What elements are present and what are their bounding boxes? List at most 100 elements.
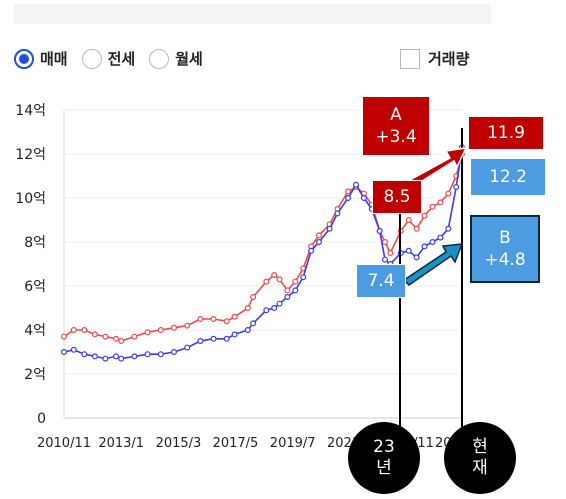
data-point-red [118, 338, 125, 345]
data-point-blue [345, 195, 352, 202]
radio-jeonse-indicator[interactable] [81, 48, 102, 69]
data-point-blue [326, 225, 333, 232]
data-point-blue [421, 243, 428, 250]
data-point-blue [210, 335, 217, 342]
radio-monthly-rent-indicator[interactable] [149, 48, 170, 69]
volume-label: 거래량 [428, 50, 470, 68]
x-axis-labels: 2010/112013/12015/32017/52019/72021/9202… [37, 436, 489, 451]
data-point-red [60, 333, 67, 340]
data-point-blue [112, 353, 119, 360]
volume-checkbox[interactable] [400, 48, 420, 69]
data-point-blue [118, 355, 125, 362]
y-tick-label: 12억 [15, 147, 46, 163]
data-point-blue [81, 351, 88, 358]
radio-jeonse[interactable]: 전세 [81, 48, 136, 69]
data-point-blue [353, 181, 360, 188]
annotation-b-box: B +4.8 [470, 215, 540, 283]
x-tick-label: 2017/5 [213, 436, 259, 451]
x-tick-label: 2013/1 [98, 436, 144, 451]
data-point-red [382, 239, 389, 246]
data-point-red [413, 225, 420, 232]
y-tick-label: 4억 [24, 323, 46, 339]
annotation-a-value: +3.4 [375, 127, 417, 147]
data-point-red [292, 278, 299, 285]
annotation-red-2023: 8.5 [372, 180, 422, 214]
annotation-a-label: A [390, 104, 402, 125]
data-point-red [144, 329, 151, 336]
x-tick-label: 2015/3 [156, 436, 202, 451]
data-point-blue [70, 346, 77, 353]
data-point-blue [284, 294, 291, 301]
chart-series [60, 144, 466, 362]
data-point-red [284, 287, 291, 294]
radio-jeonse-label: 전세 [107, 50, 136, 68]
y-axis-labels: 0 2억 4억 6억 8억 10억 12억 14억 [15, 103, 46, 427]
annotation-a-box: A +3.4 [362, 96, 430, 156]
data-point-blue [250, 320, 257, 327]
data-point-red [231, 313, 238, 320]
data-point-red [131, 333, 138, 340]
data-point-blue [184, 344, 191, 351]
x-tick-label: 2019/7 [270, 436, 316, 451]
y-tick-label: 8억 [24, 235, 46, 251]
data-point-blue [263, 307, 270, 314]
radio-sale[interactable]: 매매 [14, 48, 68, 69]
data-point-blue [197, 338, 204, 345]
data-point-red [316, 232, 323, 239]
data-point-blue [334, 210, 341, 217]
data-point-red [171, 324, 178, 331]
trade-type-radio-group: 매매 전세 월세 [14, 48, 217, 69]
data-point-blue [144, 351, 151, 358]
arrow-blue-icon [402, 243, 464, 286]
data-point-red [445, 190, 452, 197]
data-point-red [276, 276, 283, 283]
data-point-red [345, 188, 352, 195]
red-now-value: 11.9 [487, 122, 525, 143]
data-point-red [250, 294, 257, 301]
x-tick-label: 2010/11 [37, 436, 91, 451]
data-point-red [405, 217, 412, 224]
data-point-blue [276, 300, 283, 307]
data-point-blue [223, 335, 230, 342]
data-point-blue [445, 225, 452, 232]
data-point-red [70, 327, 77, 334]
marker-2023-text: 23 년 [373, 436, 395, 478]
data-point-blue [60, 349, 67, 356]
data-point-blue [316, 239, 323, 246]
data-point-red [81, 327, 88, 334]
data-point-blue [171, 349, 178, 356]
data-point-blue [405, 247, 412, 254]
data-point-blue [308, 247, 315, 254]
marker-now-text: 현 재 [472, 436, 488, 478]
y-tick-label: 14억 [15, 103, 46, 119]
data-point-blue [413, 254, 420, 261]
data-point-blue [376, 228, 383, 235]
radio-sale-indicator[interactable] [14, 48, 34, 69]
data-point-red [271, 272, 278, 279]
data-point-blue [131, 353, 138, 360]
data-point-red [157, 327, 164, 334]
data-point-red [210, 316, 217, 323]
data-point-red [244, 305, 251, 312]
annotation-b-value: +4.8 [484, 250, 526, 270]
data-point-blue [429, 239, 436, 246]
data-point-blue [157, 351, 164, 358]
annotation-red-now: 11.9 [468, 116, 544, 150]
data-point-red [112, 335, 119, 342]
annotation-blue-now: 12.2 [470, 158, 546, 196]
top-search-bar [14, 4, 491, 24]
data-point-blue [231, 331, 238, 338]
annotation-blue-2023: 7.4 [356, 264, 406, 298]
y-tick-label: 6억 [24, 279, 46, 295]
data-point-red [263, 278, 270, 285]
data-point-blue [292, 287, 299, 294]
data-point-blue [102, 355, 109, 362]
radio-sale-label: 매매 [40, 50, 68, 68]
radio-monthly-rent[interactable]: 월세 [149, 48, 203, 69]
data-point-blue [91, 353, 98, 360]
data-point-red [429, 203, 436, 210]
marker-now-badge: 현 재 [444, 422, 516, 494]
data-point-blue [300, 274, 307, 281]
y-tick-label: 2억 [24, 367, 46, 383]
volume-toggle[interactable]: 거래량 [400, 48, 469, 69]
